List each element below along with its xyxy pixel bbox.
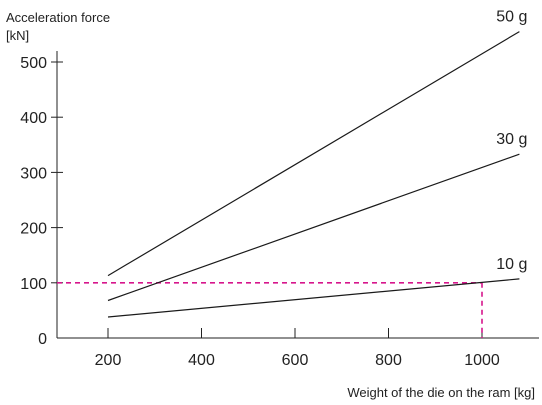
reference-lines xyxy=(57,281,483,338)
y-tick-label-400: 400 xyxy=(20,110,47,127)
x-tick-label-400: 400 xyxy=(188,352,215,369)
series-label-30-g: 30 g xyxy=(496,131,527,148)
series-label-10-g: 10 g xyxy=(496,256,527,273)
x-tick-label-600: 600 xyxy=(282,352,309,369)
x-tick-label-200: 200 xyxy=(95,352,122,369)
y-axis-label-line-1: Acceleration force xyxy=(6,10,110,25)
y-tick-label-100: 100 xyxy=(20,276,47,293)
y-tick-label-0: 0 xyxy=(38,331,47,348)
x-axis-label: Weight of the die on the ram [kg] xyxy=(347,385,535,400)
series-label-50-g: 50 g xyxy=(496,9,527,26)
x-tick-label-1000: 1000 xyxy=(464,352,500,369)
tick-labels: 0 100 200 300 400 500 200 400 600 800 1000 xyxy=(20,55,500,369)
x-tick-label-800: 800 xyxy=(375,352,402,369)
series-line-50-g xyxy=(107,31,520,277)
series-line-10-g xyxy=(107,278,520,318)
y-tick-label-300: 300 xyxy=(20,165,47,182)
y-tick-label-200: 200 xyxy=(20,221,47,238)
series-line-30-g xyxy=(107,153,520,302)
y-axis-label-line-2: [kN] xyxy=(6,28,29,43)
series-lines: 50 g 30 g 10 g xyxy=(107,9,527,318)
y-tick-label-500: 500 xyxy=(20,55,47,72)
